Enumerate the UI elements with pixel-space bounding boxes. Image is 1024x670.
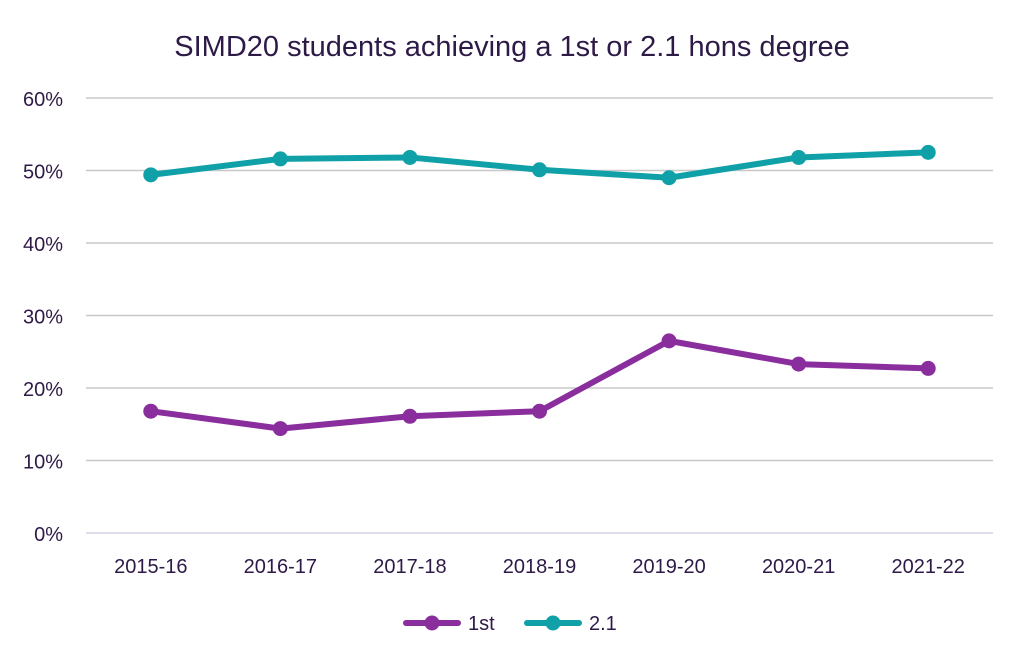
series-2-1 xyxy=(143,144,936,186)
data-point xyxy=(661,333,677,349)
data-point xyxy=(402,149,418,165)
x-tick-label: 2016-17 xyxy=(244,556,317,578)
x-tick-label: 2021-22 xyxy=(892,556,965,578)
data-point xyxy=(532,162,547,178)
series-1st xyxy=(143,333,936,437)
data-point xyxy=(791,356,807,372)
x-tick-label: 2015-16 xyxy=(114,556,187,578)
y-tick-label: 10% xyxy=(23,452,63,474)
x-tick-label: 2017-18 xyxy=(373,556,446,578)
y-tick-label: 50% xyxy=(23,162,63,184)
legend: 1st 2.1 xyxy=(403,613,617,635)
x-tick-label: 2019-20 xyxy=(632,556,705,578)
y-axis-ticks: 0% 10% 20% 30% 40% 50% 60% xyxy=(23,89,63,546)
legend-swatch-marker xyxy=(545,615,561,631)
data-point xyxy=(272,421,288,437)
y-tick-label: 20% xyxy=(23,379,63,401)
legend-item: 2.1 xyxy=(524,613,617,635)
data-point xyxy=(143,403,159,419)
legend-label: 1st xyxy=(468,613,495,635)
data-point xyxy=(143,167,159,183)
y-tick-label: 0% xyxy=(34,524,63,546)
x-axis-ticks: 2015-16 2016-17 2017-18 2018-19 2019-20 2020-… xyxy=(114,556,965,578)
y-tick-label: 30% xyxy=(23,307,63,329)
legend-swatch-marker xyxy=(424,615,440,631)
chart-title: SIMD20 students achieving a 1st or 2.1 h… xyxy=(174,31,849,63)
data-point xyxy=(272,151,288,167)
legend-item: 1st xyxy=(403,613,495,635)
data-point xyxy=(532,403,547,419)
data-point xyxy=(920,360,936,376)
series-lines xyxy=(143,144,936,437)
y-tick-label: 40% xyxy=(23,234,63,256)
data-point xyxy=(920,144,936,160)
y-tick-label: 60% xyxy=(23,89,63,111)
x-tick-label: 2018-19 xyxy=(503,556,576,578)
data-point xyxy=(791,149,807,165)
legend-label: 2.1 xyxy=(589,613,617,635)
x-tick-label: 2020-21 xyxy=(762,556,835,578)
data-point xyxy=(661,170,677,186)
data-point xyxy=(402,408,418,424)
